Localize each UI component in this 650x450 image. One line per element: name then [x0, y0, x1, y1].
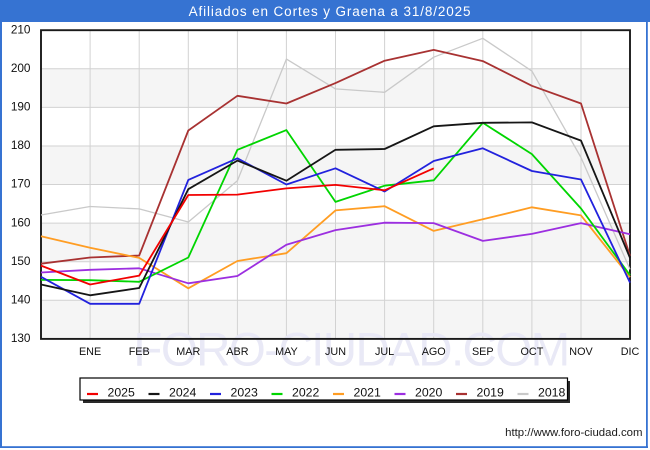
svg-text:2023: 2023: [231, 386, 259, 400]
svg-text:2025: 2025: [108, 386, 136, 400]
svg-text:JUL: JUL: [375, 346, 394, 358]
svg-text:160: 160: [11, 215, 31, 229]
svg-text:2020: 2020: [415, 386, 443, 400]
svg-text:http://www.foro-ciudad.com: http://www.foro-ciudad.com: [505, 427, 642, 439]
svg-text:2018: 2018: [538, 386, 566, 400]
svg-text:NOV: NOV: [569, 346, 593, 358]
svg-text:2019: 2019: [477, 386, 505, 400]
svg-text:180: 180: [11, 138, 31, 152]
svg-text:200: 200: [11, 61, 31, 75]
svg-text:ABR: ABR: [226, 346, 248, 358]
svg-text:JUN: JUN: [325, 346, 346, 358]
svg-text:210: 210: [11, 22, 31, 36]
svg-text:2024: 2024: [169, 386, 197, 400]
svg-text:130: 130: [11, 331, 31, 345]
svg-text:Afiliados en Cortes y Graena a: Afiliados en Cortes y Graena a 31/8/2025: [189, 4, 472, 19]
svg-text:140: 140: [11, 293, 31, 307]
svg-text:2022: 2022: [292, 386, 320, 400]
svg-text:170: 170: [11, 177, 31, 191]
svg-text:OCT: OCT: [521, 346, 544, 358]
svg-text:FEB: FEB: [129, 346, 150, 358]
svg-text:MAR: MAR: [176, 346, 200, 358]
svg-text:ENE: ENE: [79, 346, 101, 358]
svg-text:SEP: SEP: [472, 346, 494, 358]
svg-text:FORO-CIUDAD.COM: FORO-CIUDAD.COM: [133, 324, 568, 377]
svg-text:150: 150: [11, 254, 31, 268]
svg-text:190: 190: [11, 100, 31, 114]
svg-text:AGO: AGO: [422, 346, 446, 358]
svg-text:MAY: MAY: [275, 346, 298, 358]
svg-text:2021: 2021: [354, 386, 382, 400]
svg-text:DIC: DIC: [621, 346, 640, 358]
